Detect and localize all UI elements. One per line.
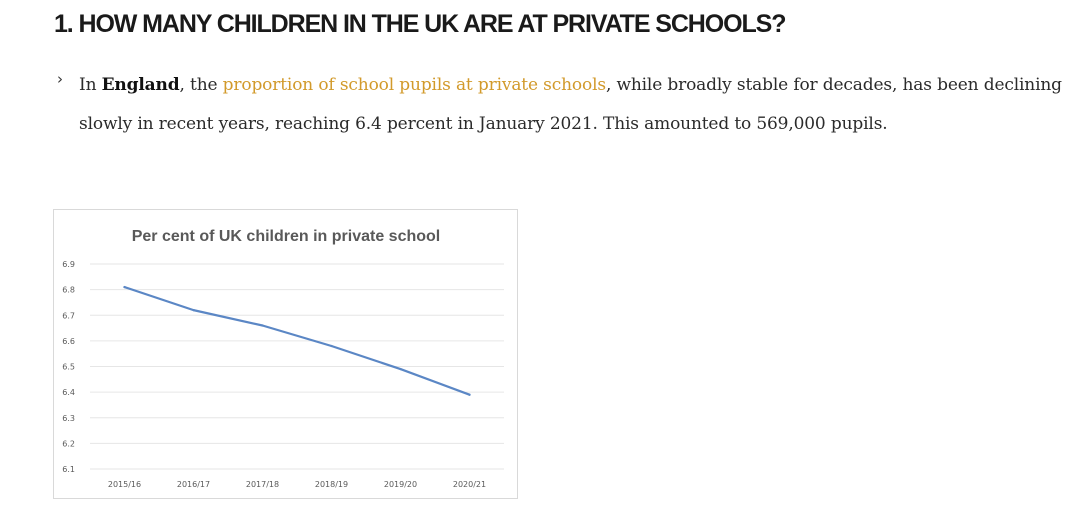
private-schools-link[interactable]: proportion of school pupils at private s…	[222, 75, 606, 95]
paragraph-bold-england: England	[101, 75, 180, 95]
y-tick-label: 6.4	[62, 388, 75, 397]
y-tick-label: 6.8	[62, 286, 75, 295]
y-tick-label: 6.3	[62, 414, 75, 423]
x-tick-label: 2016/17	[177, 480, 210, 489]
y-tick-label: 6.1	[62, 465, 75, 474]
y-tick-label: 6.6	[62, 337, 75, 346]
x-tick-label: 2018/19	[315, 480, 348, 489]
data-point	[261, 324, 264, 327]
paragraph-text-2: , the	[179, 75, 223, 95]
y-tick-label: 6.2	[62, 439, 75, 448]
x-tick-label: 2020/21	[453, 480, 486, 489]
y-tick-label: 6.5	[62, 363, 75, 372]
chart-title: Per cent of UK children in private schoo…	[132, 228, 441, 245]
data-point	[330, 344, 333, 348]
data-point	[192, 309, 195, 312]
paragraph-text-1: In	[79, 75, 102, 95]
data-point	[468, 393, 471, 396]
page-heading: 1. HOW MANY CHILDREN IN THE UK ARE AT PR…	[54, 10, 786, 38]
series-line	[123, 285, 471, 396]
x-tick-label: 2017/18	[246, 480, 279, 489]
x-tick-label: 2015/16	[108, 480, 141, 489]
paragraph-text-3: , while broadly stable for decades, has …	[79, 75, 1062, 134]
y-tick-label: 6.9	[62, 260, 75, 269]
intro-paragraph: In England, the proportion of school pup…	[79, 66, 1084, 143]
data-point	[123, 285, 126, 289]
data-point	[399, 367, 402, 371]
line-chart: Per cent of UK children in private schoo…	[62, 228, 504, 489]
chart-container: Per cent of UK children in private schoo…	[53, 209, 518, 499]
x-tick-label: 2019/20	[384, 480, 417, 489]
y-tick-label: 6.7	[62, 311, 75, 320]
chevron-right-icon: ›	[57, 70, 63, 88]
